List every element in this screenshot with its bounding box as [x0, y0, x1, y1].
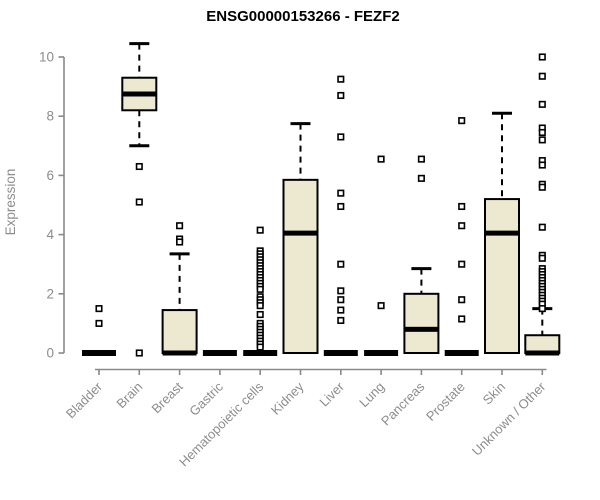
outlier-point	[176, 222, 184, 230]
outlier-points	[95, 53, 546, 357]
outlier-point	[458, 296, 466, 304]
outlier-point	[135, 349, 143, 357]
outlier-point	[377, 155, 385, 163]
boxplot-breast	[161, 252, 198, 356]
outlier-point	[135, 162, 143, 171]
collapsed-box	[444, 350, 479, 356]
x-tick-label: Lung	[356, 379, 387, 410]
boxplot-lung	[364, 350, 399, 356]
boxplot-prostate	[444, 350, 479, 356]
x-tick-label: Brain	[113, 379, 145, 411]
median-line	[525, 350, 560, 356]
outlier-point	[417, 174, 425, 182]
x-tick-label: Liver	[316, 379, 347, 410]
outlier-point	[538, 183, 546, 191]
x-tick-label: Gastric	[186, 379, 226, 419]
outlier-point	[538, 72, 546, 80]
y-tick-label: 8	[46, 109, 54, 124]
outlier-point	[458, 315, 466, 323]
box	[524, 334, 561, 354]
outlier-point	[538, 136, 546, 144]
outlier-point	[256, 302, 264, 310]
collapsed-box	[364, 350, 399, 356]
boxplot-bladder	[82, 350, 116, 356]
outlier-point	[256, 226, 264, 234]
outlier-point	[95, 305, 103, 313]
boxplot-skin	[484, 111, 520, 354]
y-axis-label: Expression	[3, 169, 18, 236]
outlier-point	[337, 287, 345, 295]
boxplots	[82, 42, 561, 356]
outlier-point	[458, 202, 466, 211]
median-line	[162, 350, 197, 356]
collapsed-box	[243, 350, 278, 356]
outlier-point	[538, 53, 546, 61]
chart-title: ENSG00000153266 - FEZF2	[206, 8, 399, 25]
collapsed-box	[202, 350, 237, 356]
x-tick-label: Unknown / Other	[469, 379, 549, 459]
collapsed-box	[82, 350, 116, 356]
outlier-point	[538, 223, 546, 231]
outlier-point	[135, 198, 143, 206]
outlier-point	[337, 260, 345, 268]
box	[282, 178, 319, 354]
outlier-point	[337, 91, 345, 100]
x-tick-label: Pancreas	[378, 379, 428, 429]
boxplot-liver	[323, 350, 358, 356]
outlier-point	[256, 285, 264, 293]
median-line	[485, 230, 519, 236]
outlier-point	[337, 296, 345, 304]
boxplot-gastric	[202, 350, 237, 356]
median-line	[404, 326, 439, 332]
outlier-point	[95, 319, 103, 327]
outlier-point	[538, 161, 546, 169]
outlier-point	[337, 306, 345, 314]
outlier-point	[538, 128, 546, 137]
median-line	[122, 91, 157, 97]
outlier-point	[538, 100, 546, 108]
y-tick-label: 4	[46, 227, 54, 242]
outlier-point	[337, 316, 345, 324]
median-line	[283, 230, 318, 236]
x-tick-label: Breast	[149, 379, 186, 416]
outlier-point	[458, 117, 466, 125]
y-tick-label: 0	[46, 346, 54, 361]
outlier-point	[256, 310, 264, 319]
boxplot-unknown-other	[524, 307, 561, 356]
outlier-point	[417, 155, 425, 163]
outlier-point	[337, 189, 345, 197]
outlier-point	[377, 302, 385, 310]
outlier-point	[458, 222, 466, 230]
x-tick-label: Prostate	[423, 379, 468, 424]
x-tick-label: Skin	[480, 379, 508, 407]
boxplot-hematopoietic-cells	[243, 350, 278, 356]
collapsed-box	[323, 350, 358, 356]
box	[403, 292, 440, 354]
boxplot-brain	[121, 42, 158, 148]
outlier-point	[458, 260, 466, 268]
outlier-point	[337, 133, 345, 141]
box	[484, 198, 520, 354]
boxplot-kidney	[282, 122, 319, 354]
outlier-point	[256, 343, 264, 351]
y-tick-label: 2	[46, 286, 54, 301]
outlier-point	[176, 238, 184, 246]
box	[161, 309, 198, 354]
outlier-point	[337, 202, 345, 211]
y-tick-label: 10	[39, 50, 54, 65]
outlier-point	[337, 75, 345, 83]
outlier-point	[538, 305, 546, 313]
outlier-point	[538, 254, 546, 262]
y-tick-label: 6	[46, 168, 54, 183]
boxplot-pancreas	[403, 267, 440, 354]
x-tick-label: Bladder	[63, 379, 106, 422]
x-tick-label: Kidney	[268, 379, 307, 418]
